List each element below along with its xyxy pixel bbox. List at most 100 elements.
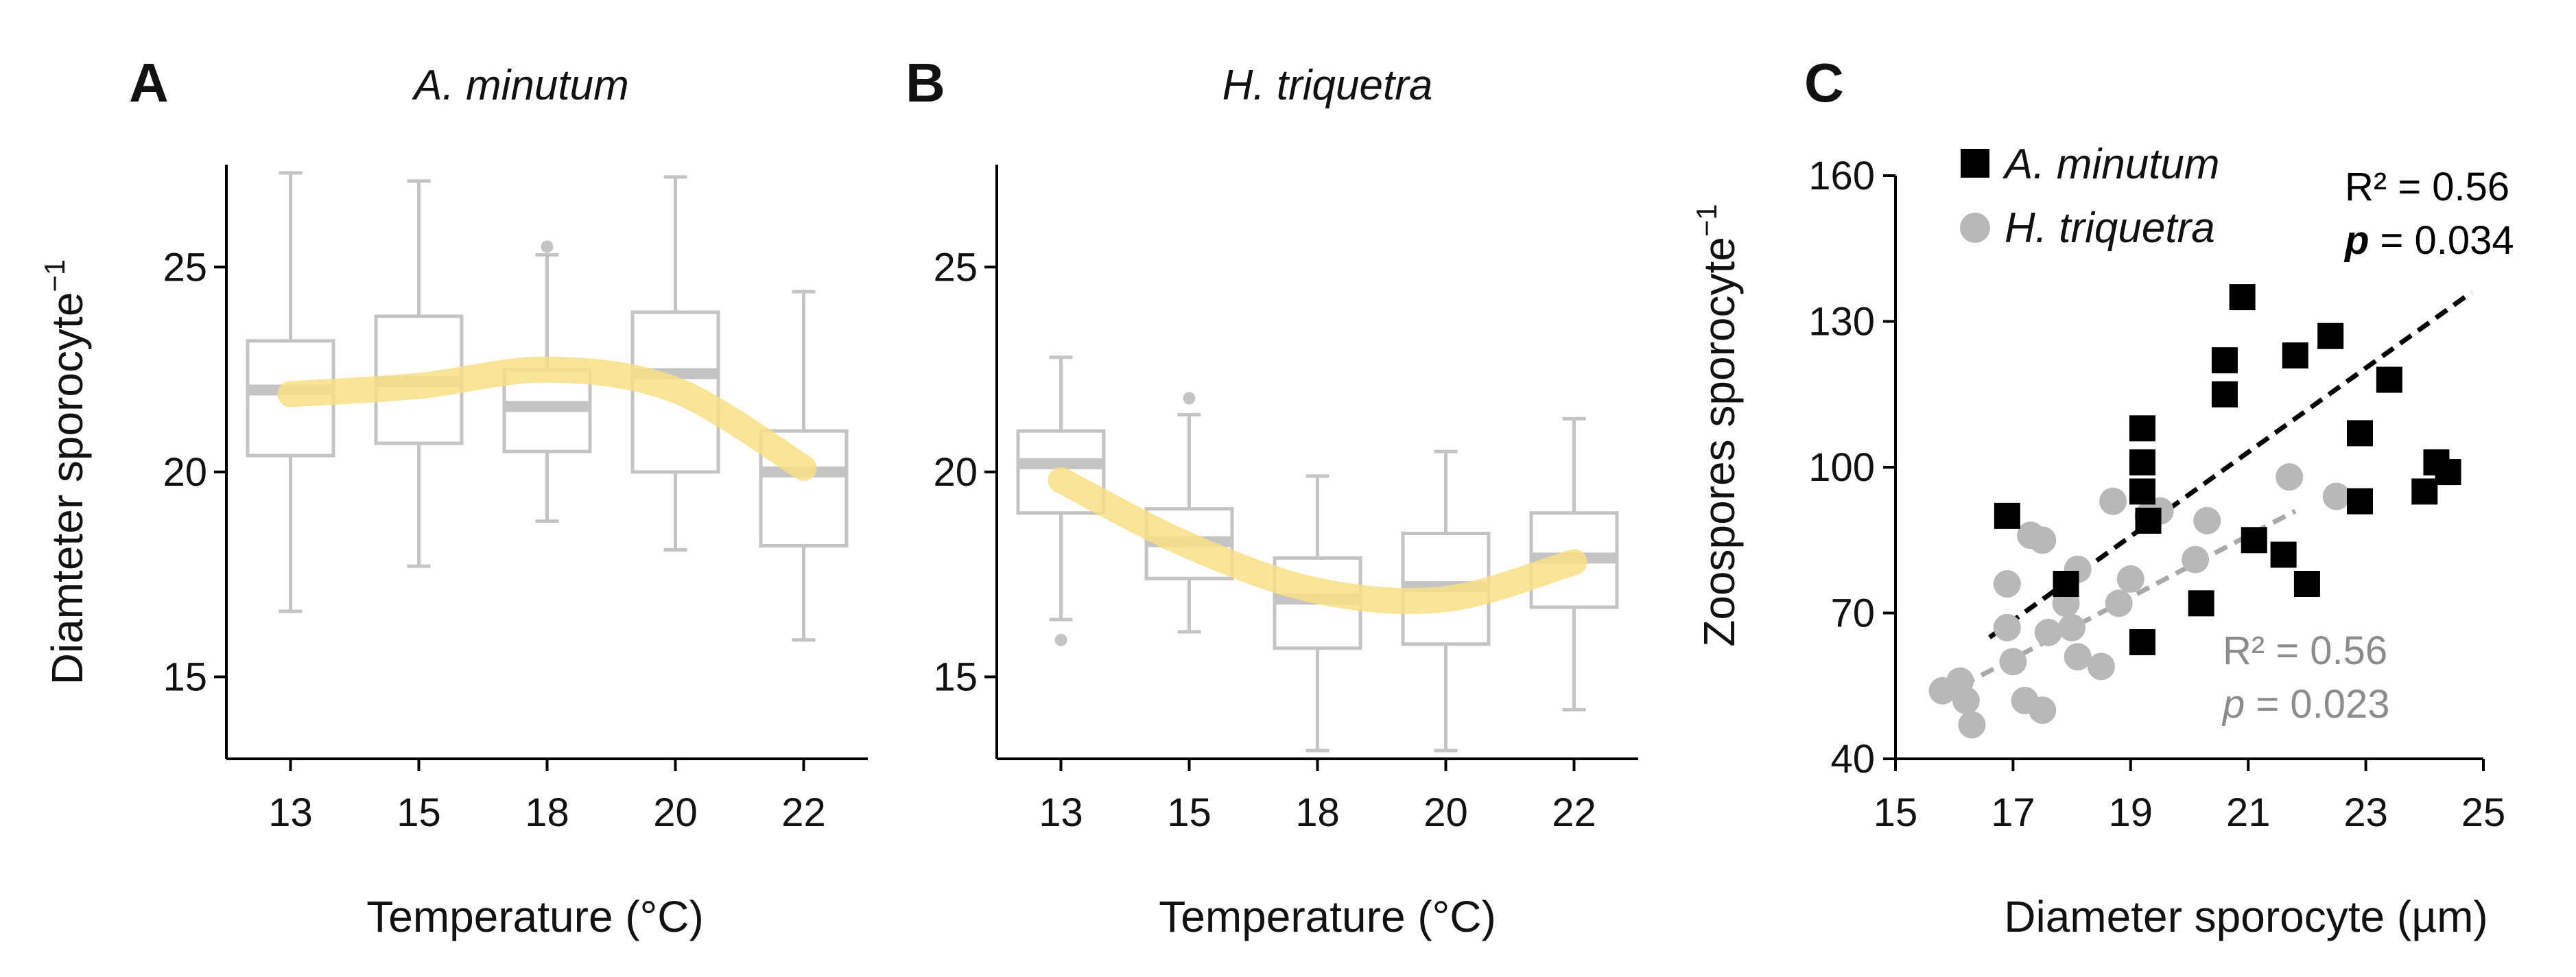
point-a-minutum (2129, 415, 2155, 442)
panel-a-y-axis-title: Diamteter sporocyte−1 (38, 259, 92, 685)
panel-c-letter: C (1804, 52, 1844, 113)
point-a-minutum (2211, 381, 2238, 408)
legend: A. minutum H. triquetra (1960, 141, 2220, 252)
panel-c-y-tick-label: 40 (1830, 737, 1875, 781)
fit-p-h-triquetra: p = 0.023 (2221, 682, 2390, 727)
point-a-minutum (2347, 488, 2374, 515)
panel-a-x-tick-label: 15 (397, 790, 441, 835)
panel-b-x-tick-label: 15 (1167, 790, 1212, 835)
panel-c-x-tick-label: 25 (2461, 790, 2506, 835)
panel-c-plot: 40 70 100 130 160 15 17 19 21 23 25 (1808, 154, 2505, 835)
point-a-minutum (1994, 502, 2020, 529)
panel-b-y-tick-label: 15 (933, 655, 978, 700)
panel-a-x-tick-label: 20 (653, 790, 698, 835)
panel-a-y-tick-label: 20 (163, 450, 207, 495)
panel-b: B H. triquetra Temperature (°C) 15 20 25 13… (906, 52, 1638, 941)
panel-c-y-axis-title: Zoospores sporocyte−1 (1690, 204, 1744, 647)
panel-a-y-tick-label: 25 (163, 245, 207, 290)
panel-b-y-tick-label: 20 (933, 450, 978, 495)
point-h-triquetra (2193, 506, 2221, 534)
panel-c-y-axis-title-sup: −1 (1690, 204, 1723, 237)
panel-a-y-axis-title-sup: −1 (38, 259, 71, 292)
panel-a-plot: 15 20 25 13 15 18 20 22 (163, 165, 868, 835)
panel-b-plot: 15 20 25 13 15 18 20 22 (933, 165, 1638, 835)
legend-label-a-minutum: A. minutum (2002, 141, 2220, 188)
point-a-minutum (2282, 342, 2308, 369)
box-outlier (1183, 392, 1196, 405)
point-a-minutum (2411, 478, 2438, 505)
panel-c-y-tick-label: 160 (1808, 154, 1875, 198)
panel-c-x-tick-label: 23 (2343, 790, 2388, 835)
panel-a-trend-line (277, 356, 817, 481)
legend-marker-a-minutum (1961, 149, 1989, 178)
panel-b-x-tick-label: 22 (1552, 790, 1596, 835)
point-a-minutum (2347, 420, 2374, 447)
legend-marker-h-triquetra (1960, 213, 1990, 243)
panel-a-title: A. minutum (411, 62, 629, 109)
point-h-triquetra (2322, 482, 2350, 510)
point-h-triquetra (2105, 589, 2133, 617)
panel-b-x-axis-title: Temperature (°C) (1159, 892, 1496, 941)
point-h-triquetra (2182, 545, 2210, 574)
point-a-minutum (2241, 527, 2267, 554)
panel-b-trend-line (1048, 467, 1587, 615)
panel-b-letter: B (906, 52, 945, 113)
point-h-triquetra (2029, 696, 2057, 725)
panel-a-box-18 (502, 240, 592, 523)
panel-c: C Zoospores sporocyte−1 Diameter sporocy… (1690, 52, 2514, 941)
panel-b-title: H. triquetra (1222, 62, 1433, 109)
point-a-minutum (2211, 347, 2238, 374)
panel-c-y-tick-label: 130 (1808, 300, 1875, 344)
panel-b-x-tick-label: 13 (1039, 790, 1083, 835)
panel-c-x-tick-label: 15 (1874, 790, 1918, 835)
point-h-triquetra (2276, 463, 2304, 491)
point-h-triquetra (2116, 565, 2144, 593)
panel-a-x-tick-label: 18 (525, 790, 569, 835)
panel-c-x-axis-title: Diameter sporocyte (µm) (2004, 892, 2488, 941)
panel-a-x-tick-label: 22 (781, 790, 826, 835)
fit-p-h-triquetra-symbol: p (2221, 682, 2245, 727)
point-h-triquetra (1993, 613, 2021, 641)
panel-a-x-axis-title: Temperature (°C) (366, 892, 704, 941)
legend-label-h-triquetra: H. triquetra (2005, 204, 2215, 252)
fit-p-a-minutum: p = 0.034 (2343, 218, 2514, 263)
point-h-triquetra (2087, 652, 2115, 681)
panel-c-x-tick-label: 19 (2109, 790, 2153, 835)
point-h-triquetra (2029, 526, 2057, 554)
point-a-minutum (2129, 449, 2155, 475)
point-h-triquetra (1993, 570, 2021, 598)
panel-c-y-tick-label: 70 (1830, 591, 1875, 636)
panel-a-letter: A (129, 52, 169, 113)
point-a-minutum (2053, 571, 2079, 597)
box-outlier (541, 240, 554, 253)
point-a-minutum (2129, 629, 2155, 655)
fit-r2-a-minutum: R² = 0.56 (2345, 165, 2509, 209)
point-a-minutum (2229, 284, 2256, 311)
point-h-triquetra (1952, 687, 1980, 714)
point-h-triquetra (1958, 711, 1986, 739)
panel-a-y-tick-label: 15 (163, 655, 207, 700)
panel-b-x-tick-label: 18 (1295, 790, 1340, 835)
point-a-minutum (2270, 541, 2297, 568)
fit-r2-h-triquetra: R² = 0.56 (2223, 628, 2387, 673)
panel-c-y-axis-title-text: Zoospores sporocyte (1694, 237, 1744, 647)
panel-c-x-tick-label: 17 (1991, 790, 2035, 835)
panel-a-y-axis-title-text: Diamteter sporocyte (43, 292, 92, 685)
point-a-minutum (2293, 571, 2320, 597)
fit-p-h-triquetra-value: = 0.023 (2245, 682, 2389, 727)
point-a-minutum (2135, 507, 2162, 534)
panel-b-box-15 (1144, 392, 1234, 634)
panel-c-y-tick-label: 100 (1808, 445, 1875, 490)
point-a-minutum (2435, 459, 2461, 486)
point-h-triquetra (2064, 643, 2092, 671)
point-a-minutum (2376, 366, 2402, 393)
panel-b-box-18 (1273, 474, 1362, 753)
point-a-minutum (2188, 590, 2214, 617)
panel-c-x-tick-label: 21 (2226, 790, 2271, 835)
panel-a-x-tick-label: 13 (268, 790, 313, 835)
panel-a-box-20 (630, 175, 720, 552)
point-h-triquetra (2034, 618, 2062, 646)
panel-b-y-tick-label: 25 (933, 245, 978, 290)
panel-a: A A. minutum Diamteter sporocyte−1 Tempe… (38, 52, 868, 941)
